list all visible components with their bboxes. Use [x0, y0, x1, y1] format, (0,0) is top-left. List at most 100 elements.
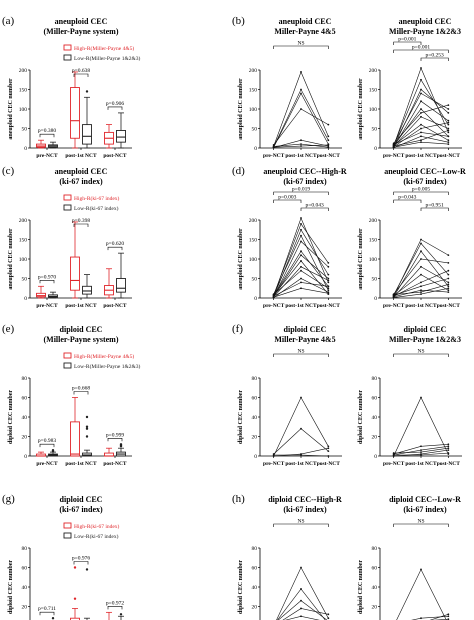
significance-bracket [393, 191, 449, 195]
data-point [447, 273, 450, 276]
y-tick-label: 200 [19, 218, 28, 224]
y-tick-label: 40 [22, 415, 28, 421]
data-point [272, 146, 275, 149]
data-point [420, 131, 422, 134]
data-point [327, 277, 330, 280]
data-point [447, 139, 450, 142]
box [116, 278, 126, 293]
chart-title: aneuploid CEC [279, 17, 332, 26]
chart-title: diploid CEC [60, 325, 103, 334]
data-point [300, 240, 302, 243]
significance-bracket [73, 73, 89, 77]
data-point [327, 617, 330, 620]
data-point [420, 88, 422, 91]
y-tick-label: 150 [19, 88, 28, 94]
data-point [300, 277, 302, 280]
data-point [420, 291, 422, 294]
p-value-label: NS [417, 349, 424, 355]
y-tick-label: 20 [252, 605, 258, 611]
data-point [327, 146, 330, 149]
data-point [327, 262, 330, 264]
y-tick-label: 80 [252, 546, 258, 552]
y-tick-label: 80 [372, 376, 378, 382]
y-tick-label: 200 [369, 218, 378, 224]
y-tick-label: 50 [372, 127, 378, 133]
outlier-point [73, 597, 77, 600]
series-line [273, 396, 329, 457]
data-point [447, 141, 450, 144]
data-point [327, 265, 330, 268]
x-tick-label: pre-NCT [36, 461, 58, 467]
x-tick-label: post-NCT [437, 303, 461, 309]
y-tick-label: 0 [24, 454, 27, 460]
data-point [327, 143, 330, 146]
data-point [420, 67, 422, 69]
chart-title: (ki-67 index) [59, 505, 103, 514]
y-tick-label: 40 [372, 415, 378, 421]
significance-bracket [273, 45, 329, 49]
data-point [300, 269, 302, 272]
y-axis-label: aneuploid CEC number [238, 228, 244, 290]
significance-bracket [393, 199, 422, 203]
data-point [420, 273, 422, 276]
data-point [447, 112, 450, 114]
x-tick-label: pre-NCT [263, 461, 285, 467]
y-tick-label: 200 [369, 68, 378, 74]
significance-bracket [107, 246, 123, 251]
data-point [327, 289, 330, 292]
y-tick-label: 200 [249, 68, 258, 74]
y-axis-label: diploid CEC number [8, 390, 14, 444]
p-value-label: p=0.253 [426, 53, 444, 59]
data-point [272, 143, 275, 146]
y-tick-label: 20 [22, 435, 28, 441]
chart-title: (ki-67 index) [283, 177, 327, 186]
legend-swatch [63, 522, 72, 529]
y-axis-label: diploid CEC number [8, 560, 14, 614]
y-tick-label: 100 [249, 107, 258, 113]
y-tick-label: 60 [22, 566, 28, 572]
y-tick-label: 20 [22, 605, 28, 611]
p-value-label: NS [297, 41, 304, 47]
y-tick-label: 150 [369, 238, 378, 244]
x-tick-label: post-1st NCT [285, 303, 317, 309]
series-line [273, 92, 329, 148]
data-point [420, 265, 422, 268]
data-point [447, 615, 450, 618]
data-point [420, 285, 422, 288]
chart-title: Miller-Payne 1&2&3 [389, 335, 461, 344]
series-line [273, 287, 329, 298]
data-point [420, 281, 422, 284]
chart-title: (ki-67 index) [403, 177, 447, 186]
series-line [277, 588, 326, 620]
chart-title: diploid CEC [60, 495, 103, 504]
legend-label: High-R(Miller-Payne 4&5) [74, 45, 134, 52]
data-point [420, 108, 422, 110]
y-tick-label: 0 [24, 296, 27, 302]
data-point [447, 277, 450, 280]
legend-label: Low-R(Miller-Payne 1&2&3) [74, 55, 141, 62]
legend-label: High-R(Miller-Payne 4&5) [74, 353, 134, 360]
x-tick-label: post-NCT [103, 153, 127, 159]
y-tick-label: 100 [19, 107, 28, 113]
panel-label: (h) [232, 493, 245, 505]
y-axis-label: aneuploid CEC number [8, 228, 14, 290]
panel-a: (a) aneuploid CEC(Miller-Payne system) 0 50… [2, 15, 141, 159]
x-tick-label: post-NCT [103, 303, 127, 309]
y-tick-label: 20 [372, 435, 378, 441]
data-point [420, 454, 422, 456]
legend-label: Low-R(ki-67 index) [74, 205, 119, 212]
data-point [447, 447, 450, 450]
data-point [300, 92, 302, 95]
y-tick-label: 20 [372, 605, 378, 611]
series-line [393, 239, 449, 297]
x-tick-label: post-1st NCT [285, 153, 317, 159]
data-point [447, 127, 450, 130]
legend-swatch [63, 532, 72, 539]
significance-bracket [393, 353, 449, 357]
series-line [393, 89, 449, 147]
data-point [392, 296, 395, 299]
data-point [392, 454, 395, 456]
